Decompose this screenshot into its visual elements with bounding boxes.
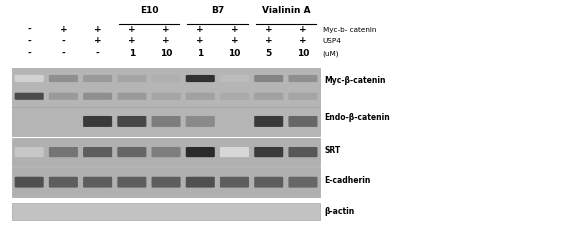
FancyBboxPatch shape xyxy=(254,147,283,157)
FancyBboxPatch shape xyxy=(288,116,318,127)
FancyBboxPatch shape xyxy=(254,177,283,188)
Text: -: - xyxy=(27,25,31,34)
Text: +: + xyxy=(59,25,67,34)
FancyBboxPatch shape xyxy=(49,93,78,100)
FancyBboxPatch shape xyxy=(151,93,181,100)
FancyBboxPatch shape xyxy=(117,147,146,157)
Text: -: - xyxy=(27,36,31,45)
FancyBboxPatch shape xyxy=(220,93,249,100)
Bar xyxy=(12,138,320,166)
FancyBboxPatch shape xyxy=(220,75,249,82)
FancyBboxPatch shape xyxy=(49,147,78,157)
FancyBboxPatch shape xyxy=(15,147,44,157)
Text: β-actin: β-actin xyxy=(324,207,355,216)
Text: B7: B7 xyxy=(211,6,224,15)
Text: SRT: SRT xyxy=(324,146,341,155)
FancyBboxPatch shape xyxy=(186,147,215,157)
Text: +: + xyxy=(162,25,170,34)
Text: 5: 5 xyxy=(265,49,272,58)
FancyBboxPatch shape xyxy=(83,147,112,157)
FancyBboxPatch shape xyxy=(151,177,181,188)
Text: +: + xyxy=(94,36,102,45)
Bar xyxy=(12,203,320,220)
Text: +: + xyxy=(265,36,273,45)
Text: Myc-b- catenin: Myc-b- catenin xyxy=(323,27,376,32)
Text: +: + xyxy=(196,25,204,34)
Text: -: - xyxy=(62,49,65,58)
FancyBboxPatch shape xyxy=(83,93,112,100)
Text: 10: 10 xyxy=(297,49,309,58)
FancyBboxPatch shape xyxy=(288,75,318,82)
FancyBboxPatch shape xyxy=(117,116,146,127)
FancyBboxPatch shape xyxy=(83,75,112,82)
Text: 1: 1 xyxy=(197,49,204,58)
Text: +: + xyxy=(299,25,307,34)
Text: +: + xyxy=(128,25,136,34)
Text: Myc-β-catenin: Myc-β-catenin xyxy=(324,76,386,85)
Text: +: + xyxy=(231,25,238,34)
FancyBboxPatch shape xyxy=(288,93,318,100)
FancyBboxPatch shape xyxy=(254,75,283,82)
Text: E10: E10 xyxy=(140,6,158,15)
FancyBboxPatch shape xyxy=(220,147,249,157)
Text: 10: 10 xyxy=(160,49,172,58)
FancyBboxPatch shape xyxy=(254,116,283,127)
Text: 10: 10 xyxy=(228,49,241,58)
Text: E-cadherin: E-cadherin xyxy=(324,176,371,185)
FancyBboxPatch shape xyxy=(49,177,78,188)
FancyBboxPatch shape xyxy=(288,147,318,157)
Text: -: - xyxy=(96,49,99,58)
FancyBboxPatch shape xyxy=(83,177,112,188)
FancyBboxPatch shape xyxy=(15,177,44,188)
Text: +: + xyxy=(231,36,238,45)
FancyBboxPatch shape xyxy=(186,177,215,188)
Text: -: - xyxy=(27,49,31,58)
FancyBboxPatch shape xyxy=(288,177,318,188)
Text: +: + xyxy=(162,36,170,45)
FancyBboxPatch shape xyxy=(83,116,112,127)
Text: +: + xyxy=(128,36,136,45)
FancyBboxPatch shape xyxy=(186,116,215,127)
Text: Endo-β-catenin: Endo-β-catenin xyxy=(324,113,390,122)
FancyBboxPatch shape xyxy=(220,177,249,188)
FancyBboxPatch shape xyxy=(117,93,146,100)
Text: (uM): (uM) xyxy=(323,50,339,57)
FancyBboxPatch shape xyxy=(15,75,44,82)
FancyBboxPatch shape xyxy=(151,147,181,157)
Bar xyxy=(12,107,320,136)
Text: USP4: USP4 xyxy=(323,38,342,44)
Text: +: + xyxy=(196,36,204,45)
Text: -: - xyxy=(62,36,65,45)
FancyBboxPatch shape xyxy=(254,93,283,100)
Bar xyxy=(12,68,320,107)
FancyBboxPatch shape xyxy=(49,75,78,82)
FancyBboxPatch shape xyxy=(117,75,146,82)
FancyBboxPatch shape xyxy=(186,75,215,82)
Text: Vialinin A: Vialinin A xyxy=(261,6,310,15)
Text: 1: 1 xyxy=(128,49,135,58)
FancyBboxPatch shape xyxy=(117,177,146,188)
FancyBboxPatch shape xyxy=(151,75,181,82)
Bar xyxy=(12,167,320,197)
FancyBboxPatch shape xyxy=(15,93,44,100)
Text: +: + xyxy=(299,36,307,45)
Text: +: + xyxy=(94,25,102,34)
Text: +: + xyxy=(265,25,273,34)
FancyBboxPatch shape xyxy=(186,93,215,100)
FancyBboxPatch shape xyxy=(151,116,181,127)
